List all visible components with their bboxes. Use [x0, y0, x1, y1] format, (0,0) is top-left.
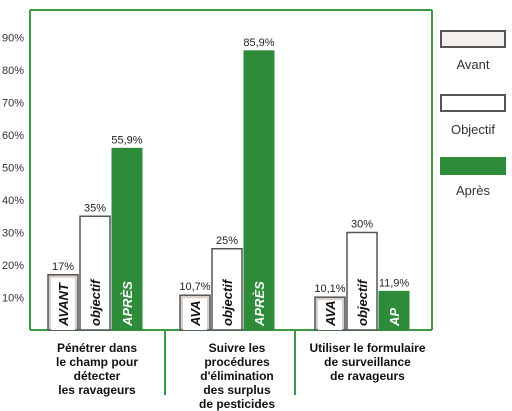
bar-inner-label: AVA — [323, 300, 338, 327]
category-label-3: Utiliser le formulaire de surveillance d… — [309, 341, 426, 383]
data-label: 30% — [351, 219, 373, 231]
data-label: 35% — [84, 202, 106, 214]
bar-inner-label: APRÈS — [120, 281, 135, 327]
data-label: 11,9% — [379, 277, 410, 289]
legend-swatch-apres — [440, 157, 506, 175]
bar-objectif-3 — [346, 231, 378, 331]
legend-swatch-objectif — [440, 94, 506, 112]
bar-inner-label: APRÈS — [252, 281, 267, 327]
bar-inner — [183, 298, 207, 330]
data-label: 85,9% — [243, 37, 274, 49]
category-label-2: Suivre les procédures d'élimination des … — [198, 341, 276, 411]
legend-label-objectif: Objectif — [450, 122, 496, 137]
data-label: 55,9% — [111, 134, 142, 146]
y-tick-label: 90% — [2, 33, 24, 45]
bar-objectif-1 — [79, 215, 111, 331]
bar-inner — [318, 300, 342, 330]
y-tick-label: 80% — [2, 65, 24, 77]
y-tick-label: 20% — [2, 260, 24, 272]
data-label: 10,1% — [314, 283, 345, 295]
category-label-1: Pénétrer dans le champ pour détecter les… — [55, 341, 138, 397]
y-tick-label: 70% — [2, 98, 24, 110]
bar-après-3 — [378, 290, 410, 331]
y-tick-label: 10% — [2, 293, 24, 305]
bar-inner-label: AVANT — [56, 282, 71, 327]
bar-inner-label: objectif — [355, 278, 370, 326]
data-label: 17% — [52, 261, 74, 273]
bar-objectif-2 — [211, 248, 243, 331]
bar-inner-label: AP — [387, 308, 402, 327]
data-label: 25% — [216, 235, 238, 247]
legend-label-avant: Avant — [456, 57, 490, 72]
bar-inner-label: objectif — [88, 278, 103, 326]
legend-swatch-avant — [440, 30, 506, 48]
bar-inner — [51, 277, 75, 330]
y-tick-label: 50% — [2, 163, 24, 175]
bar-inner-label: objectif — [220, 278, 235, 326]
bar-après-1 — [111, 147, 143, 331]
bar-inner-label: AVA — [188, 300, 203, 327]
legend-label-apres: Après — [456, 183, 490, 198]
y-tick-label: 60% — [2, 130, 24, 142]
y-tick-label: 30% — [2, 228, 24, 240]
data-label: 10,7% — [179, 281, 210, 293]
bar-après-2 — [243, 50, 275, 331]
y-tick-label: 40% — [2, 195, 24, 207]
